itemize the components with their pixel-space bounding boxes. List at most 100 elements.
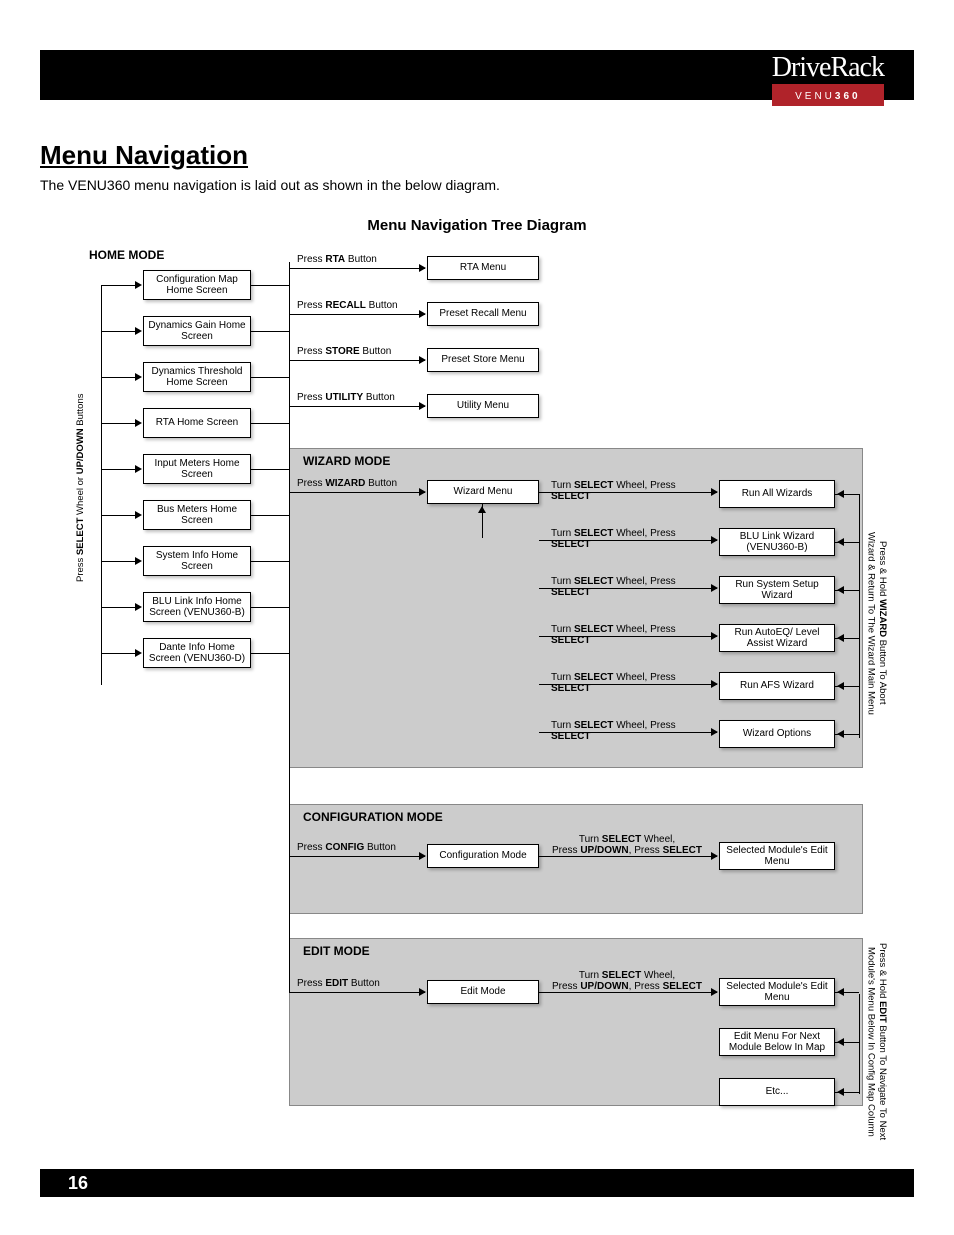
- line: [251, 331, 289, 332]
- header-bar: DriveRack VENU360: [40, 50, 914, 100]
- home-action-target-box: RTA Menu: [427, 256, 539, 280]
- edit-result-box: Etc...: [719, 1078, 835, 1106]
- line: [101, 607, 137, 608]
- arrow-right-icon: [711, 584, 718, 592]
- line: [539, 856, 717, 857]
- t: Press & Hold: [877, 943, 888, 1001]
- t: Press: [552, 981, 580, 992]
- home-action-target-box: Preset Recall Menu: [427, 302, 539, 326]
- diagram: HOME MODE Press SELECT Wheel or UP/DOWN …: [71, 248, 883, 1168]
- arrow-right-icon: [135, 649, 142, 657]
- line: [539, 636, 717, 637]
- page-body: Menu Navigation The VENU360 menu navigat…: [40, 140, 914, 1168]
- line: [539, 540, 717, 541]
- line: [289, 406, 425, 407]
- t: Press: [297, 478, 325, 489]
- t: Wheel,: [641, 970, 675, 981]
- config-mode-box: Configuration Mode: [427, 844, 539, 868]
- line: [251, 423, 289, 424]
- line: [101, 285, 137, 286]
- diagram-title: Menu Navigation Tree Diagram: [40, 217, 914, 234]
- wizard-result-box: Run All Wizards: [719, 480, 835, 508]
- config-action: Press CONFIG Button: [297, 842, 407, 853]
- intro-text: The VENU360 menu navigation is laid out …: [40, 177, 914, 193]
- line: [539, 684, 717, 685]
- t: Buttons: [75, 394, 86, 429]
- line: [539, 732, 717, 733]
- arrow-right-icon: [419, 852, 426, 860]
- line: [289, 492, 425, 493]
- wizard-result-box: Run System Setup Wizard: [719, 576, 835, 604]
- line: [101, 285, 102, 685]
- home-screen-box: System Info Home Screen: [143, 546, 251, 576]
- edit-result-box: Selected Module's Edit Menu: [719, 978, 835, 1006]
- wizard-step-label: Turn SELECT Wheel, Press SELECT: [551, 672, 707, 694]
- line: [251, 515, 289, 516]
- t: Turn: [579, 970, 602, 981]
- t: UP/DOWN: [580, 981, 628, 992]
- t: Press: [552, 845, 580, 856]
- t: Press: [297, 842, 325, 853]
- arrow-left-icon: [837, 538, 844, 546]
- arrow-right-icon: [711, 852, 718, 860]
- logo-sub: VENU360: [772, 84, 884, 106]
- edit-mode-label: EDIT MODE: [303, 944, 370, 958]
- config-step: Turn SELECT Wheel, Press UP/DOWN, Press …: [547, 834, 707, 856]
- t: Wheel or: [75, 475, 86, 518]
- arrow-left-icon: [837, 490, 844, 498]
- config-mode-label: CONFIGURATION MODE: [303, 810, 443, 824]
- line: [251, 377, 289, 378]
- line: [289, 856, 425, 857]
- t: Button: [365, 478, 397, 489]
- line: [289, 314, 425, 315]
- config-result-box: Selected Module's Edit Menu: [719, 842, 835, 870]
- home-action-target-box: Preset Store Menu: [427, 348, 539, 372]
- arrow-right-icon: [711, 728, 718, 736]
- arrow-right-icon: [419, 264, 426, 272]
- wizard-step-label: Turn SELECT Wheel, Press SELECT: [551, 624, 707, 646]
- t: SELECT: [663, 981, 702, 992]
- wizard-side-note: Press & Hold WIZARD Button To Abort Wiza…: [865, 528, 888, 718]
- edit-action: Press EDIT Button: [297, 978, 407, 989]
- home-action-label: Press RECALL Button: [297, 300, 407, 311]
- edit-mode-box: Edit Mode: [427, 980, 539, 1004]
- line: [539, 588, 717, 589]
- line: [101, 653, 137, 654]
- arrow-right-icon: [711, 680, 718, 688]
- arrow-right-icon: [711, 632, 718, 640]
- line: [101, 423, 137, 424]
- home-screen-box: Bus Meters Home Screen: [143, 500, 251, 530]
- line: [289, 992, 425, 993]
- arrow-left-icon: [837, 730, 844, 738]
- logo-main: DriveRack: [772, 50, 884, 82]
- arrow-left-icon: [837, 634, 844, 642]
- arrow-right-icon: [135, 281, 142, 289]
- arrow-left-icon: [837, 1038, 844, 1046]
- home-screen-box: Dynamics Gain Home Screen: [143, 316, 251, 346]
- arrow-right-icon: [135, 511, 142, 519]
- arrow-right-icon: [135, 327, 142, 335]
- line: [289, 360, 425, 361]
- line: [251, 285, 289, 286]
- t: UP/DOWN: [75, 429, 86, 475]
- home-side-note: Press SELECT Wheel or UP/DOWN Buttons: [75, 373, 86, 603]
- home-mode-label: HOME MODE: [89, 248, 164, 262]
- arrow-left-icon: [837, 988, 844, 996]
- home-action-target-box: Utility Menu: [427, 394, 539, 418]
- page-number: 16: [68, 1173, 88, 1194]
- home-screen-box: BLU Link Info Home Screen (VENU360-B): [143, 592, 251, 622]
- arrow-right-icon: [711, 536, 718, 544]
- arrow-right-icon: [711, 488, 718, 496]
- wizard-result-box: Wizard Options: [719, 720, 835, 748]
- arrow-right-icon: [135, 465, 142, 473]
- arrow-left-icon: [837, 682, 844, 690]
- home-action-label: Press STORE Button: [297, 346, 407, 357]
- line: [101, 469, 137, 470]
- arrow-right-icon: [419, 488, 426, 496]
- line: [251, 653, 289, 654]
- arrow-right-icon: [419, 988, 426, 996]
- edit-side-note: Press & Hold EDIT Button To Navigate To …: [865, 942, 888, 1142]
- home-screen-box: Input Meters Home Screen: [143, 454, 251, 484]
- wizard-step-label: Turn SELECT Wheel, Press SELECT: [551, 720, 707, 742]
- line: [539, 492, 717, 493]
